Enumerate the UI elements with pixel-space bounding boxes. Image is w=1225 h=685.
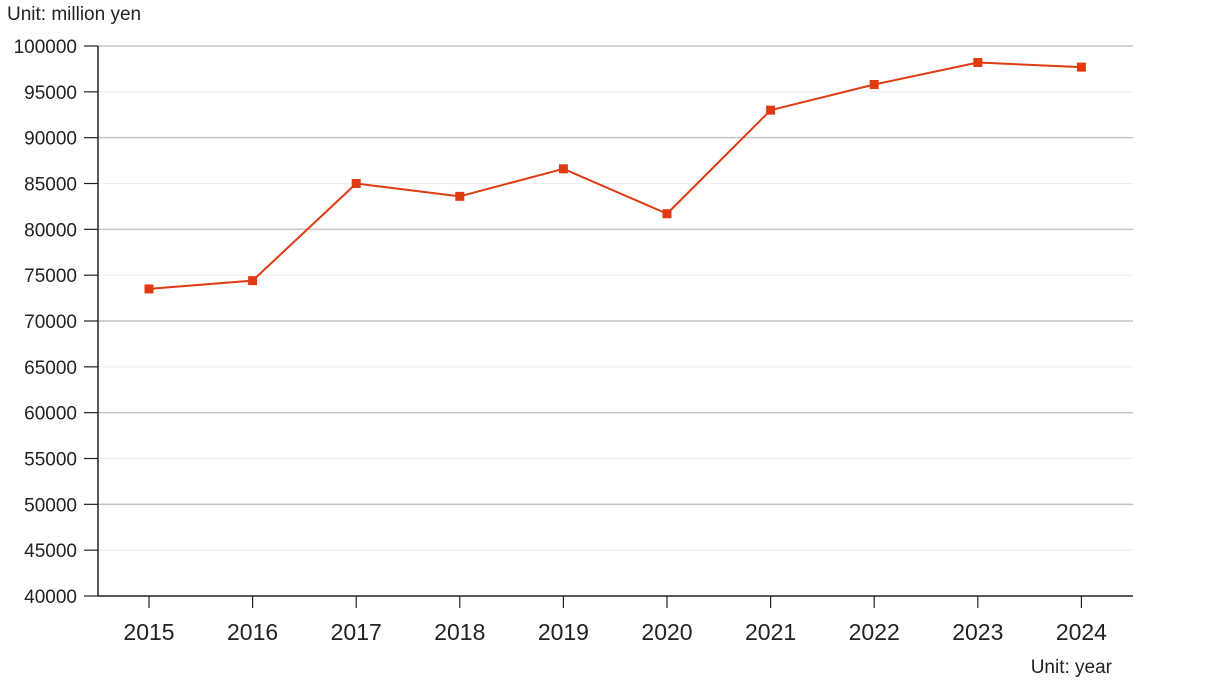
y-tick-label: 70000 — [24, 312, 77, 333]
x-tick-labels: 2015 2016 2017 2018 2019 2020 2021 2022 2023 2024 — [123, 596, 1107, 645]
data-point-marker — [973, 58, 983, 67]
data-point-marker — [1076, 62, 1086, 72]
x-tick-label: 2018 — [434, 619, 485, 645]
series-line — [148, 61, 1082, 290]
x-tick-label: 2020 — [641, 619, 692, 645]
series-layer — [144, 58, 1086, 294]
grid-lines — [98, 45, 1133, 551]
y-tick-label: 55000 — [24, 450, 77, 471]
data-point-marker — [662, 209, 672, 219]
y-tick-label: 50000 — [24, 495, 77, 516]
x-tick-label: 2019 — [538, 619, 589, 645]
y-tick-label: 90000 — [24, 129, 77, 150]
y-axis-unit-label: Unit: million yen — [7, 4, 141, 25]
x-tick-label: 2017 — [331, 619, 382, 645]
data-point-marker — [869, 80, 879, 89]
data-point-marker — [766, 105, 776, 115]
x-tick-label: 2021 — [745, 619, 796, 645]
data-point-marker — [248, 276, 258, 286]
x-tick-label: 2016 — [227, 619, 278, 645]
x-axis-unit-label: Unit: year — [1031, 657, 1113, 678]
y-tick-label: 85000 — [24, 175, 77, 196]
y-tick-label: 95000 — [24, 83, 77, 104]
data-point-marker — [351, 179, 361, 188]
x-tick-label: 2022 — [849, 619, 900, 645]
y-tick-label: 60000 — [24, 404, 77, 425]
y-tick-label: 40000 — [24, 587, 77, 608]
y-tick-label: 65000 — [24, 358, 77, 379]
data-point-marker — [558, 164, 568, 174]
data-point-marker — [144, 284, 154, 294]
data-point-marker — [455, 191, 465, 201]
y-tick-labels: 40000 45000 50000 55000 60000 65000 70000 75000… — [14, 37, 98, 608]
x-tick-label: 2015 — [123, 619, 174, 645]
y-tick-label: 45000 — [24, 541, 77, 562]
x-tick-label: 2023 — [952, 619, 1003, 645]
y-tick-label: 80000 — [24, 220, 77, 241]
y-tick-label: 100000 — [14, 37, 77, 58]
y-tick-label: 75000 — [24, 266, 77, 287]
x-tick-label: 2024 — [1056, 619, 1107, 645]
